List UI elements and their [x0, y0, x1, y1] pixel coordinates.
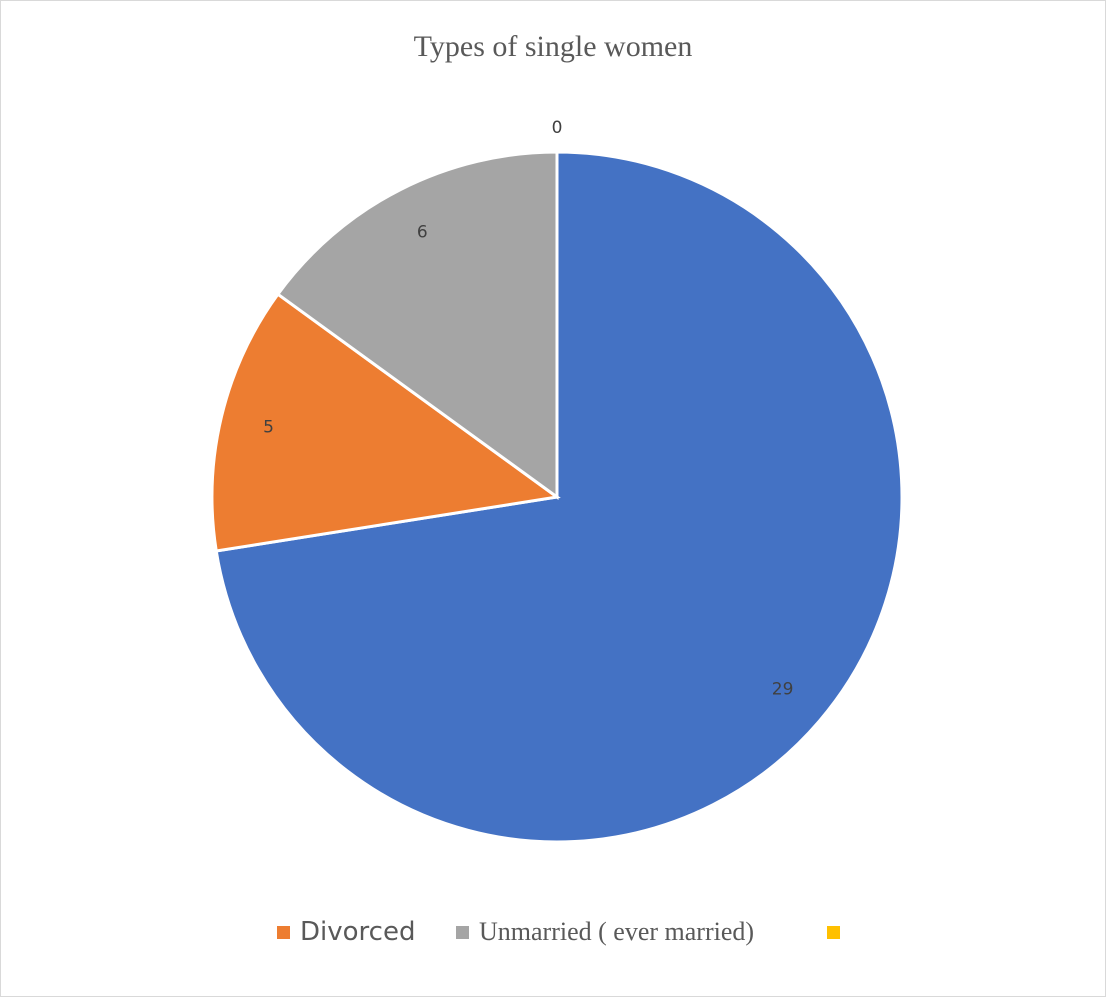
legend-swatch-unmarried [456, 925, 469, 939]
legend-swatch-divorced [277, 925, 290, 939]
data-label-3: 0 [552, 118, 563, 138]
pie-slice-1 [210, 292, 561, 553]
legend-swatch-unlabeled [827, 925, 840, 939]
legend-label-unmarried: Unmarried ( ever married) [479, 917, 755, 946]
pie-slice-2 [275, 150, 559, 500]
data-label-0: 29 [772, 680, 794, 700]
pie-slices [210, 150, 904, 844]
legend-item-unlabeled [827, 912, 850, 952]
data-label-1: 5 [263, 418, 274, 438]
legend-item-divorced: Divorced [277, 912, 415, 952]
legend-label-divorced: Divorced [300, 917, 416, 947]
chart-title: Types of single women [413, 30, 693, 63]
data-label-2: 6 [417, 223, 428, 243]
pie-data-labels: 29 5 6 0 [263, 118, 793, 700]
legend: Divorced Unmarried ( ever married) [0, 912, 1106, 952]
legend-item-unmarried: Unmarried ( ever married) [456, 912, 754, 952]
